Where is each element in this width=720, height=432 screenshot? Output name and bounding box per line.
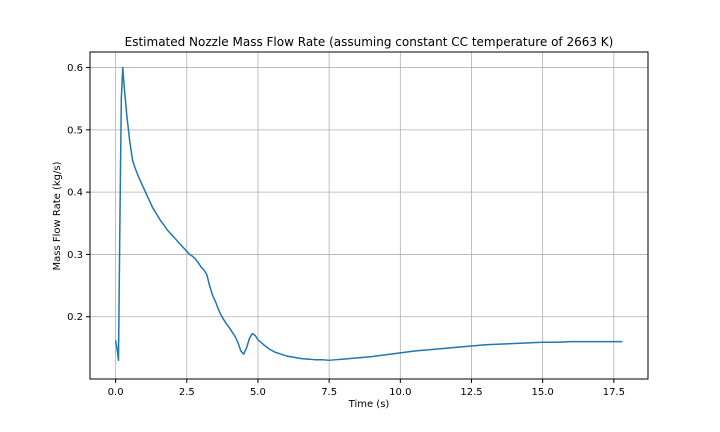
y-tick-label: 0.6: [67, 63, 83, 74]
ticks: 0.0 2.5 5.0 7.5 10.0 12.5 15.0 17.5 0.2 0.3 0.4 0.5…: [67, 63, 625, 398]
x-tick-label: 15.0: [532, 387, 554, 398]
x-axis-label: Time (s): [348, 399, 390, 410]
y-axis-label: Mass Flow Rate (kg/s): [52, 161, 63, 270]
y-tick-label: 0.2: [67, 312, 83, 323]
x-tick-label: 10.0: [389, 387, 411, 398]
x-tick-label: 17.5: [603, 387, 625, 398]
chart-title: Estimated Nozzle Mass Flow Rate (assumin…: [125, 35, 614, 49]
y-tick-label: 0.4: [67, 188, 83, 199]
x-tick-label: 12.5: [460, 387, 482, 398]
plot-frame: [89, 51, 649, 380]
y-tick-label: 0.5: [67, 125, 83, 136]
x-tick-label: 7.5: [321, 387, 337, 398]
mass-flow-series-line: [114, 66, 623, 362]
x-tick-label: 5.0: [250, 387, 266, 398]
grid: [90, 52, 648, 379]
y-tick-label: 0.3: [67, 250, 83, 261]
x-tick-label: 2.5: [179, 387, 195, 398]
x-tick-label: 0.0: [108, 387, 124, 398]
data-layer: [114, 66, 623, 362]
